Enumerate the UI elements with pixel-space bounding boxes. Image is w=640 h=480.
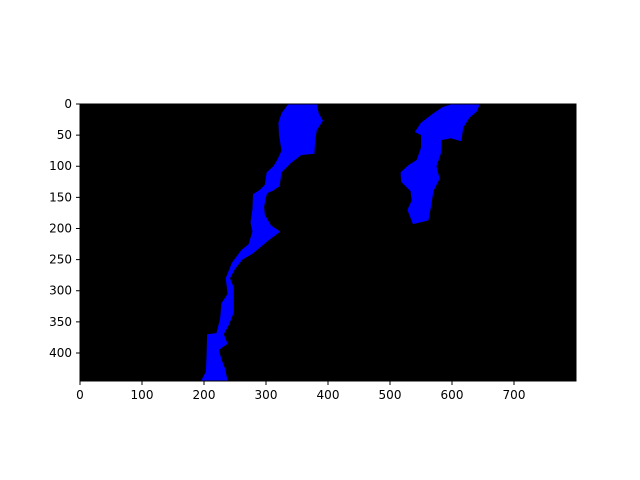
x-tick-label: 300: [255, 388, 278, 402]
region-1: [200, 104, 323, 381]
x-tick-label: 100: [131, 388, 154, 402]
y-tick-label: 0: [64, 97, 72, 111]
x-tick-label: 400: [317, 388, 340, 402]
y-tick-label: 150: [49, 190, 72, 204]
y-tick-label: 400: [49, 346, 72, 360]
plot-background: [80, 104, 576, 381]
y-axis: 0 50 100 150 200 250 300 350 400: [49, 97, 80, 360]
y-tick-label: 50: [57, 128, 72, 142]
y-tick-label: 200: [49, 221, 72, 235]
y-tick-label: 100: [49, 159, 72, 173]
region-2: [400, 104, 480, 225]
x-axis: 0 100 200 300 400 500 600 700: [76, 381, 525, 402]
y-tick-label: 350: [49, 315, 72, 329]
x-tick-label: 700: [503, 388, 526, 402]
x-tick-label: 200: [193, 388, 216, 402]
y-tick-label: 250: [49, 253, 72, 267]
y-tick-label: 300: [49, 284, 72, 298]
x-tick-label: 500: [379, 388, 402, 402]
x-tick-label: 0: [76, 388, 84, 402]
x-tick-label: 600: [441, 388, 464, 402]
regions-layer: [200, 104, 480, 381]
